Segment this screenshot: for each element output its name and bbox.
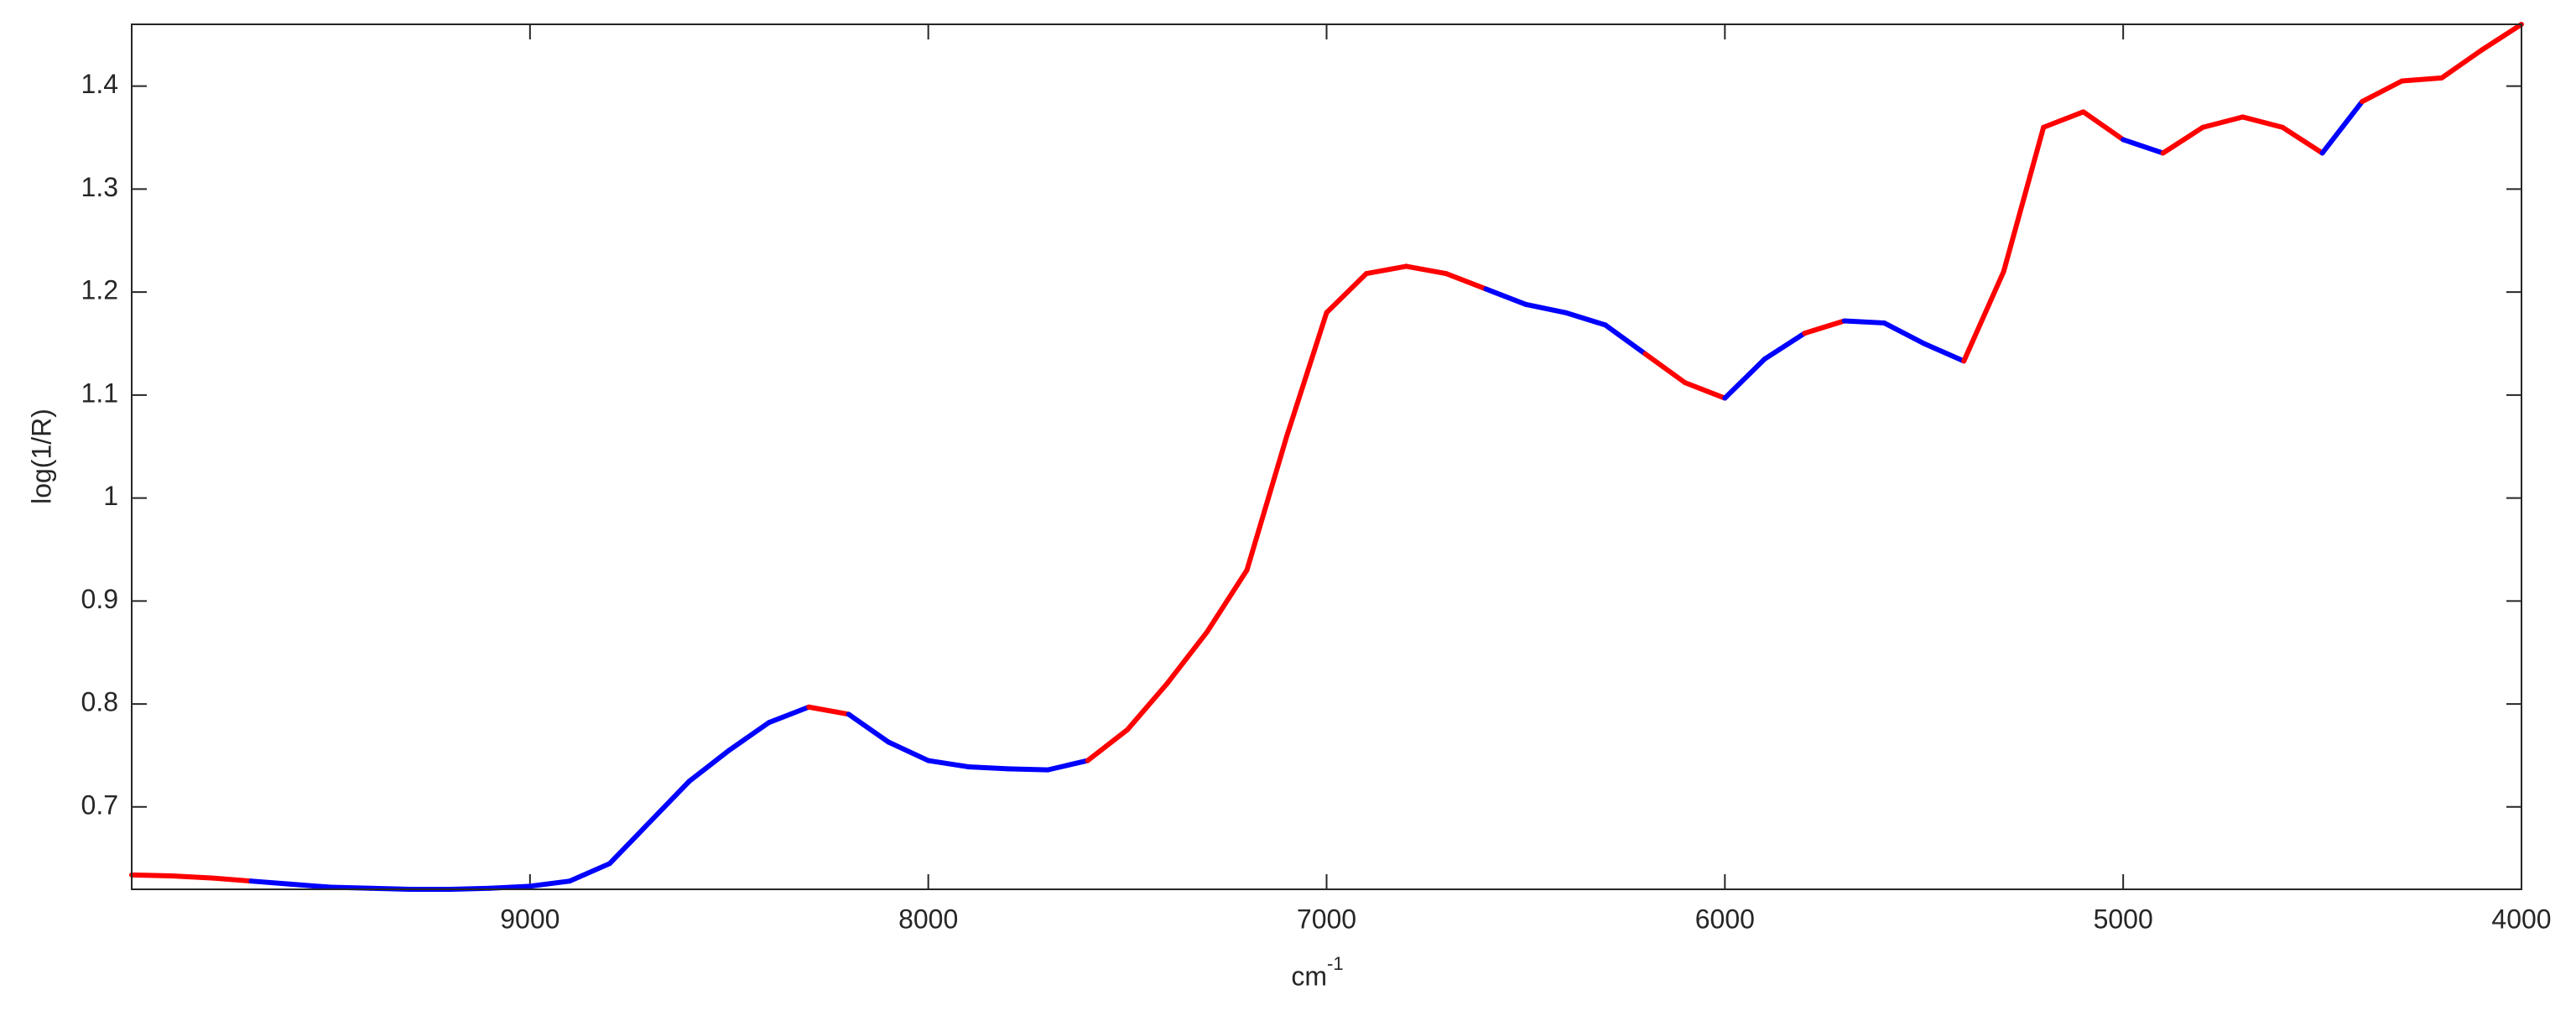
line-segment (2240, 114, 2286, 130)
y-tick-label: 0.7 (81, 789, 118, 820)
line-segment (846, 711, 892, 745)
line-segment (1284, 310, 1330, 439)
line-segment (686, 748, 732, 784)
line-segment (1164, 629, 1210, 686)
line-segment (1443, 271, 1489, 292)
line-segment (1363, 263, 1409, 277)
line-segment (1324, 271, 1369, 315)
line-segment (248, 878, 294, 887)
line-segment (1802, 318, 1847, 336)
line-segment (2479, 22, 2524, 53)
line-segment (169, 873, 214, 881)
line-segment (1563, 310, 1608, 328)
line-segment (925, 758, 971, 769)
line-segment (1602, 322, 1648, 357)
y-tick-label: 1 (103, 481, 118, 511)
x-tick-label: 5000 (2094, 904, 2153, 934)
line-segment (1841, 318, 1887, 326)
line-segment (886, 739, 931, 763)
x-tick-label: 8000 (898, 904, 958, 934)
line-segment (2439, 47, 2485, 81)
x-tick-label: 4000 (2491, 904, 2551, 934)
line-segment (766, 704, 812, 726)
line-segment (1682, 380, 1728, 401)
line-segment (1085, 727, 1131, 763)
line-segment (2319, 99, 2365, 156)
line-segment (1125, 680, 1170, 732)
line-segment (288, 881, 334, 890)
line-segment (1045, 758, 1090, 773)
line-segment (208, 875, 254, 884)
line-segment (2080, 109, 2126, 143)
y-tick-label: 1.1 (81, 378, 118, 408)
x-tick-label: 6000 (1695, 904, 1755, 934)
line-segment (2160, 124, 2206, 156)
line-segment (2200, 114, 2246, 130)
x-tick-label: 9000 (500, 904, 559, 934)
line-segment (2121, 137, 2166, 156)
line-segment (1881, 320, 1927, 346)
y-tick-label: 0.8 (81, 687, 118, 717)
line-segment (2280, 124, 2325, 156)
y-tick-label: 1.4 (81, 69, 118, 99)
line-segment (1244, 433, 1290, 573)
x-axis-label: cm (1291, 961, 1327, 991)
y-tick-label: 1.3 (81, 172, 118, 202)
line-segment (806, 704, 851, 717)
line-segment (965, 763, 1011, 772)
x-tick-label: 7000 (1297, 904, 1356, 934)
line-segment (726, 720, 772, 753)
y-tick-label: 0.9 (81, 584, 118, 614)
y-tick-label: 1.2 (81, 275, 118, 305)
line-segment (606, 820, 653, 867)
line-segment (2360, 78, 2405, 105)
line-segment (1483, 286, 1528, 307)
line-segment (1205, 567, 1250, 635)
line-segment (1921, 341, 1967, 364)
line-segment (487, 883, 533, 891)
line-segment (647, 779, 692, 826)
y-axis-label: log(1/R) (26, 409, 56, 504)
line-segment (1642, 351, 1688, 386)
plot-frame (131, 23, 2522, 890)
line-segment (1522, 301, 1569, 315)
line-segment (2001, 124, 2047, 274)
line-segment (2041, 109, 2086, 130)
line-segment (567, 861, 612, 884)
line-segment (1403, 263, 1449, 277)
line-segment (129, 872, 174, 879)
line-segment (1722, 356, 1767, 401)
line-segment (527, 878, 573, 889)
x-axis-label-superscript: -1 (1327, 953, 1344, 974)
line-segment (1762, 331, 1808, 362)
line-segment (2399, 75, 2445, 84)
line-segment (1961, 268, 2006, 364)
